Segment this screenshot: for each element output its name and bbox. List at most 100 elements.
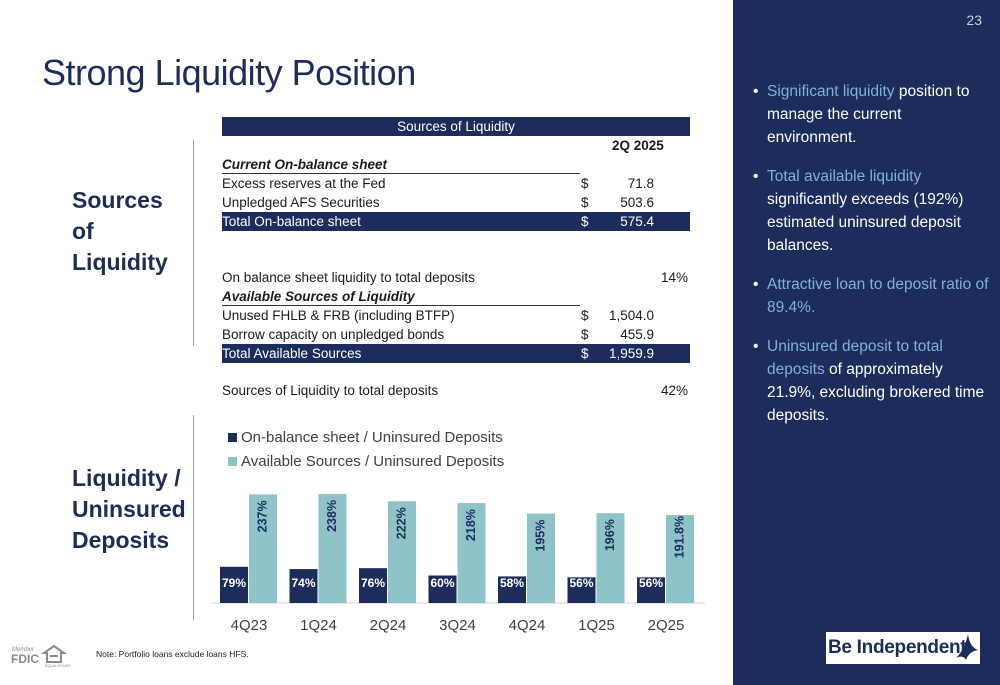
chart-bar [457, 503, 486, 603]
bird-icon [956, 634, 978, 660]
sources-divider [193, 140, 194, 346]
chart-bar [220, 566, 248, 603]
table-row: Unused FHLB & FRB (including BTFP) $ 1,5… [222, 306, 690, 325]
ratio-label-line2: Uninsured [72, 496, 186, 522]
bullet-item: Total available liquidity significantly … [753, 165, 993, 257]
table-row: Unpledged AFS Securities $ 503.6 [222, 193, 690, 212]
chart-bar [666, 515, 694, 603]
ratio-label: Sources of Liquidity to total deposits [222, 383, 439, 398]
row-label: Unused FHLB & FRB (including BTFP) [222, 308, 455, 323]
ratio-label-line1: Liquidity / [72, 465, 181, 491]
liquidity-table: Sources of Liquidity 2Q 2025 Current On-… [222, 117, 690, 400]
row-label: Total On-balance sheet [222, 214, 361, 229]
liquidity-bar-chart: 79% 237% 4Q23 74% 238% 1Q24 76% 222% 2Q24 60% 218%… [212, 493, 705, 634]
bullet-item: Attractive loan to deposit ratio of 89.4… [753, 273, 993, 319]
page-title: Strong Liquidity Position [42, 52, 416, 93]
total-onbalance-row: Total On-balance sheet $ 575.4 [222, 212, 690, 231]
chart-bar [249, 494, 277, 603]
chart-bar [318, 493, 347, 603]
data-label: 238% [325, 500, 339, 532]
data-label: 222% [394, 507, 408, 539]
ratio-label-line3: Deposits [72, 527, 170, 553]
right-panel: 23 Significant liquidity position to man… [733, 0, 1000, 685]
row-value: 575.4 [620, 214, 654, 229]
legend-swatch [228, 456, 237, 466]
ratio-value: 14% [660, 270, 688, 285]
legend-label: Available Sources / Uninsured Deposits [241, 452, 505, 470]
chart-divider [193, 415, 194, 620]
row-label: Total Available Sources [222, 346, 362, 361]
bullet-list: Significant liquidity position to manage… [753, 80, 993, 443]
chart-bar [596, 513, 625, 603]
dollar-sign: $ [581, 346, 589, 361]
chart-bar [289, 569, 318, 603]
bullet-item: Significant liquidity position to manage… [753, 80, 993, 149]
chart-legend: On-balance sheet / Uninsured Deposits Av… [228, 425, 504, 473]
ratio-label: On balance sheet liquidity to total depo… [222, 270, 475, 285]
x-tick-label: 2Q25 [648, 617, 685, 634]
current-heading: Current On-balance sheet [222, 157, 388, 172]
sources-label-line1: Sources [72, 187, 163, 213]
data-label: 196% [603, 519, 617, 551]
svg-text:FDIC: FDIC [11, 652, 39, 666]
fdic-logo: Member FDIC EQUAL HOUSING LENDER [10, 642, 90, 673]
sources-label-line3: Liquidity [72, 249, 168, 275]
bullet-text: of approximately 21.9%, excluding broker… [767, 361, 985, 424]
legend-item-onbalance: On-balance sheet / Uninsured Deposits [228, 425, 504, 449]
data-label: 56% [639, 576, 663, 590]
dollar-sign: $ [581, 327, 589, 342]
chart-bar [428, 575, 457, 603]
data-label: 74% [291, 576, 315, 590]
row-label: Unpledged AFS Securities [222, 195, 380, 210]
row-value: 455.9 [620, 327, 654, 342]
chart-bar [498, 576, 526, 603]
bullet-highlight: Total available liquidity [767, 168, 922, 185]
row-label: Borrow capacity on unpledged bonds [222, 327, 445, 342]
x-tick-label: 1Q24 [300, 617, 337, 634]
brand-logo: Be Independent [826, 632, 980, 664]
bullet-text: significantly exceeds (192%) estimated u… [767, 191, 964, 254]
data-label: 191.8% [672, 516, 686, 558]
chart-bar [637, 577, 665, 603]
data-label: 56% [569, 576, 593, 590]
bullet-highlight: Significant liquidity [767, 83, 895, 100]
page-number: 23 [966, 12, 982, 28]
available-heading-row: Available Sources of Liquidity [222, 287, 580, 306]
current-heading-row: Current On-balance sheet [222, 155, 580, 174]
row-value: 1,959.9 [608, 346, 654, 361]
x-tick-label: 1Q25 [578, 617, 615, 634]
row-value: 1,504.0 [608, 308, 654, 323]
ratio1-row: On balance sheet liquidity to total depo… [222, 268, 690, 287]
chart-bar [388, 501, 416, 603]
table-row: Borrow capacity on unpledged bonds $ 455… [222, 325, 690, 344]
ratio2-row: Sources of Liquidity to total deposits 4… [222, 381, 690, 400]
chart-bar [359, 568, 387, 603]
row-label: Excess reserves at the Fed [222, 176, 386, 191]
ratio-value: 42% [660, 383, 688, 398]
data-label: 195% [533, 520, 547, 552]
chart-bar [567, 577, 596, 603]
x-tick-label: 4Q23 [231, 617, 268, 634]
table-row: Excess reserves at the Fed $ 71.8 [222, 174, 690, 193]
bullet-item: Uninsured deposit to total deposits of a… [753, 335, 993, 427]
footnote: Note: Portfolio loans exclude loans HFS. [96, 649, 249, 659]
data-label: 79% [222, 576, 246, 590]
data-label: 58% [500, 576, 524, 590]
row-value: 71.8 [627, 176, 654, 191]
table-period-row: 2Q 2025 [222, 136, 690, 155]
data-label: 76% [361, 576, 385, 590]
legend-swatch [228, 432, 237, 442]
sources-label-line2: of [72, 218, 94, 244]
legend-label: On-balance sheet / Uninsured Deposits [241, 428, 503, 446]
dollar-sign: $ [581, 214, 589, 229]
legend-item-available: Available Sources / Uninsured Deposits [228, 449, 504, 473]
dollar-sign: $ [581, 308, 589, 323]
data-label: 60% [430, 576, 454, 590]
row-value: 503.6 [620, 195, 654, 210]
dollar-sign: $ [581, 195, 589, 210]
x-tick-label: 4Q24 [509, 617, 546, 634]
svg-text:Member: Member [12, 647, 35, 653]
ratio-section-label: Liquidity / Uninsured Deposits [72, 463, 186, 556]
period-label: 2Q 2025 [612, 138, 664, 153]
bullet-highlight: Attractive loan to deposit ratio of 89.4… [767, 276, 989, 316]
